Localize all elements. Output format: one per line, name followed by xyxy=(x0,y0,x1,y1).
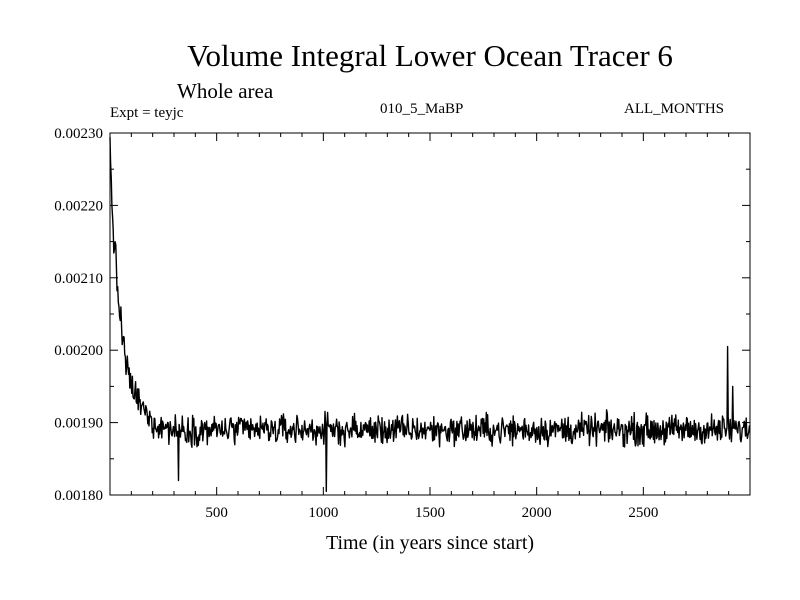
y-tick-label: 0.00210 xyxy=(54,271,103,287)
x-tick-label: 500 xyxy=(205,505,228,521)
y-tick-label: 0.00190 xyxy=(54,416,103,432)
y-tick-label: 0.00230 xyxy=(54,126,103,142)
period-label: ALL_MONTHS xyxy=(624,101,724,117)
y-tick-label: 0.00220 xyxy=(54,198,103,214)
series-line-teyjc xyxy=(109,137,751,493)
experiment-label: Expt = teyjc xyxy=(110,105,184,121)
chart-subtitle: Whole area xyxy=(177,79,274,103)
x-tick-label: 2500 xyxy=(628,505,658,521)
y-tick-label: 0.00180 xyxy=(54,488,103,504)
y-tick-label: 0.00200 xyxy=(54,343,103,359)
axis-tick-labels: 500 1000 1500 2000 2500 0.00180 0.00190 0.00200… xyxy=(54,126,658,521)
x-axis-label: Time (in years since start) xyxy=(325,532,535,554)
chart-title: Volume Integral Lower Ocean Tracer 6 xyxy=(187,38,673,73)
x-tick-label: 2000 xyxy=(522,505,552,521)
x-tick-label: 1000 xyxy=(308,505,338,521)
x-tick-label: 1500 xyxy=(415,505,445,521)
run-label: 010_5_MaBP xyxy=(380,101,464,117)
axis-ticks xyxy=(110,132,750,496)
